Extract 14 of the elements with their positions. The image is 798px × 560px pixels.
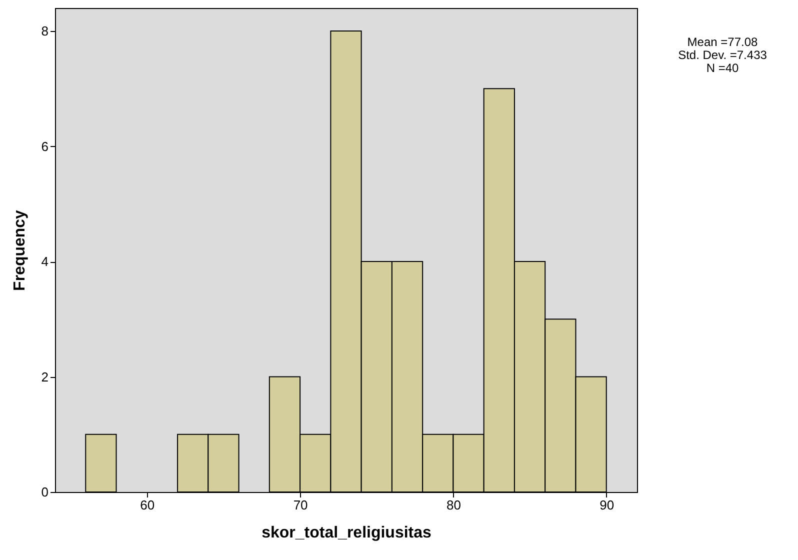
y-tick-label: 8 bbox=[41, 24, 48, 39]
text: Mean =77.08 bbox=[686, 35, 759, 49]
y-tick-label: 2 bbox=[41, 369, 48, 384]
x-axis-title: skor_total_religiusitas bbox=[262, 524, 432, 542]
x-tick-label: 60 bbox=[140, 498, 155, 512]
x-tick-label: 90 bbox=[600, 498, 614, 512]
x-tick-label: 70 bbox=[293, 498, 308, 512]
text: N =40 bbox=[705, 61, 740, 75]
text: Std. Dev. =7.433 bbox=[677, 48, 768, 62]
y-tick-label: 4 bbox=[41, 254, 48, 270]
y-tick-label: 0 bbox=[41, 484, 48, 500]
y-tick-label: 6 bbox=[41, 138, 48, 154]
y-axis-title: Frequency bbox=[11, 210, 28, 291]
x-tick-label: 80 bbox=[446, 498, 461, 512]
